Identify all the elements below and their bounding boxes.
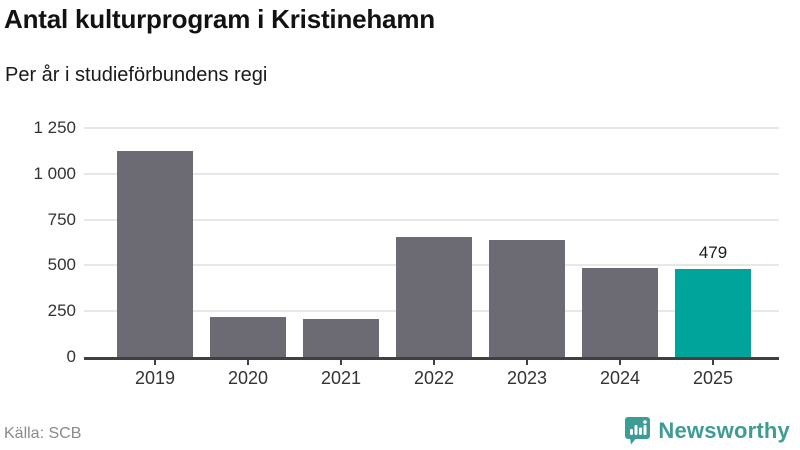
highlight-value-label: 479 xyxy=(698,243,728,263)
x-axis-label-2021: 2021 xyxy=(320,368,362,388)
x-axis-tick-2021 xyxy=(340,359,342,365)
y-axis-tick-label: 1 000 xyxy=(33,163,76,183)
x-axis-label-2023: 2023 xyxy=(506,368,548,388)
x-axis-label-2022: 2022 xyxy=(413,368,455,388)
x-axis-tick-2019 xyxy=(154,359,156,365)
bar-2024 xyxy=(582,268,658,357)
page-title: Antal kulturprogram i Kristinehamn xyxy=(4,4,435,34)
bar-2022 xyxy=(396,236,472,357)
bar-2020 xyxy=(210,317,286,357)
x-axis-label-2024: 2024 xyxy=(599,368,641,388)
x-axis-tick-2025 xyxy=(712,359,714,365)
x-axis-tick-2020 xyxy=(247,359,249,365)
x-axis-label-2019: 2019 xyxy=(134,368,176,388)
x-axis-tick-2022 xyxy=(433,359,435,365)
y-axis-tick-label: 750 xyxy=(47,209,76,229)
bar-2021 xyxy=(303,319,379,357)
newsworthy-logo[interactable]: Newsworthy xyxy=(624,416,790,445)
source-note: Källa: SCB xyxy=(4,425,82,442)
gridline-750 xyxy=(84,218,779,221)
bar-2023 xyxy=(489,240,565,357)
gridline-1000 xyxy=(84,172,779,175)
chart-subtitle: Per år i studieförbundens regi xyxy=(5,64,268,86)
y-axis-tick-label: 1 250 xyxy=(33,118,76,137)
newsworthy-wordmark: Newsworthy xyxy=(658,417,790,443)
x-axis-tick-2024 xyxy=(619,359,621,365)
x-axis-tick-2023 xyxy=(526,359,528,365)
y-axis-tick-label: 500 xyxy=(47,255,76,275)
newsworthy-bubble-chart-icon xyxy=(624,416,651,445)
bar-2025 xyxy=(675,269,751,357)
bar-2019 xyxy=(117,151,193,357)
gridline-1250 xyxy=(84,127,779,129)
x-axis-label-2020: 2020 xyxy=(227,368,269,388)
x-axis-label-2025: 2025 xyxy=(692,368,734,388)
y-axis-tick-label: 0 xyxy=(66,347,76,366)
y-axis-tick-label: 250 xyxy=(47,301,76,321)
x-axis-line xyxy=(84,357,779,360)
